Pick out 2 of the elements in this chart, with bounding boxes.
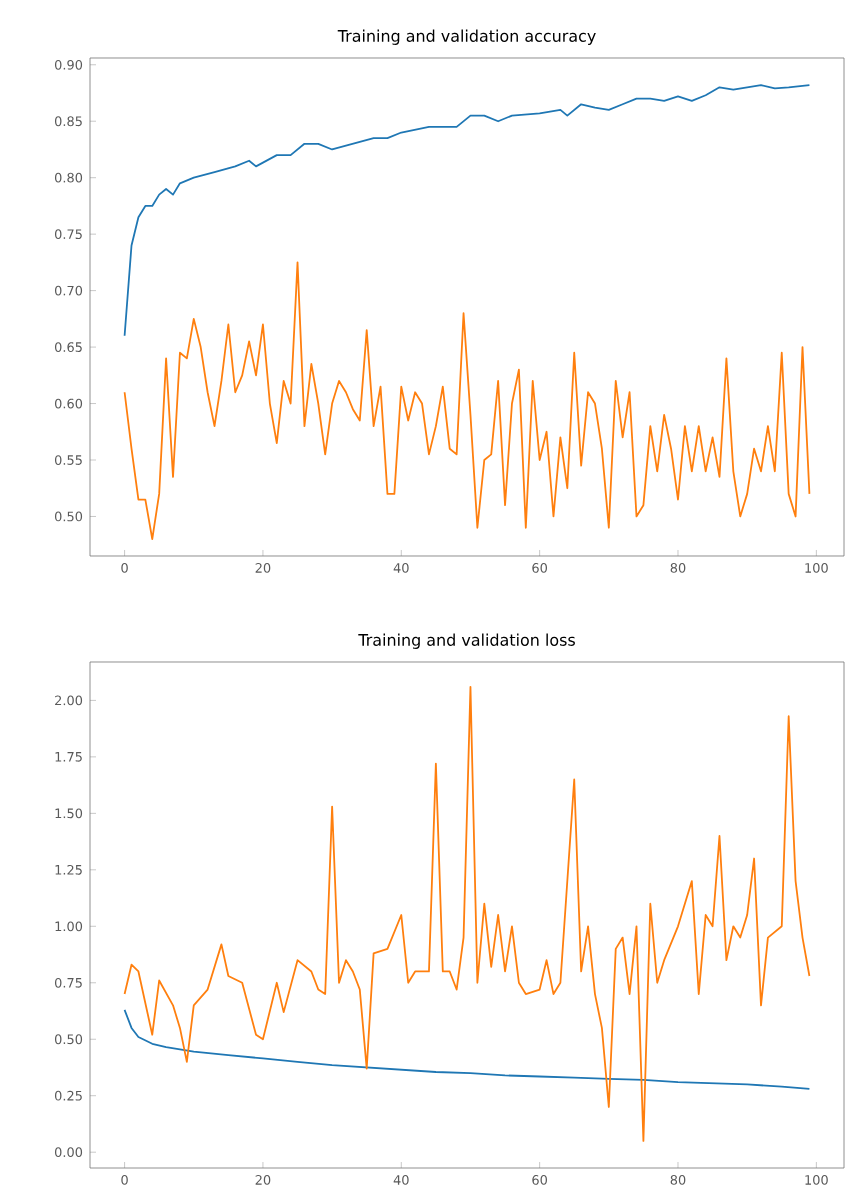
line-series: [123, 685, 811, 1142]
line-series: [123, 261, 811, 540]
